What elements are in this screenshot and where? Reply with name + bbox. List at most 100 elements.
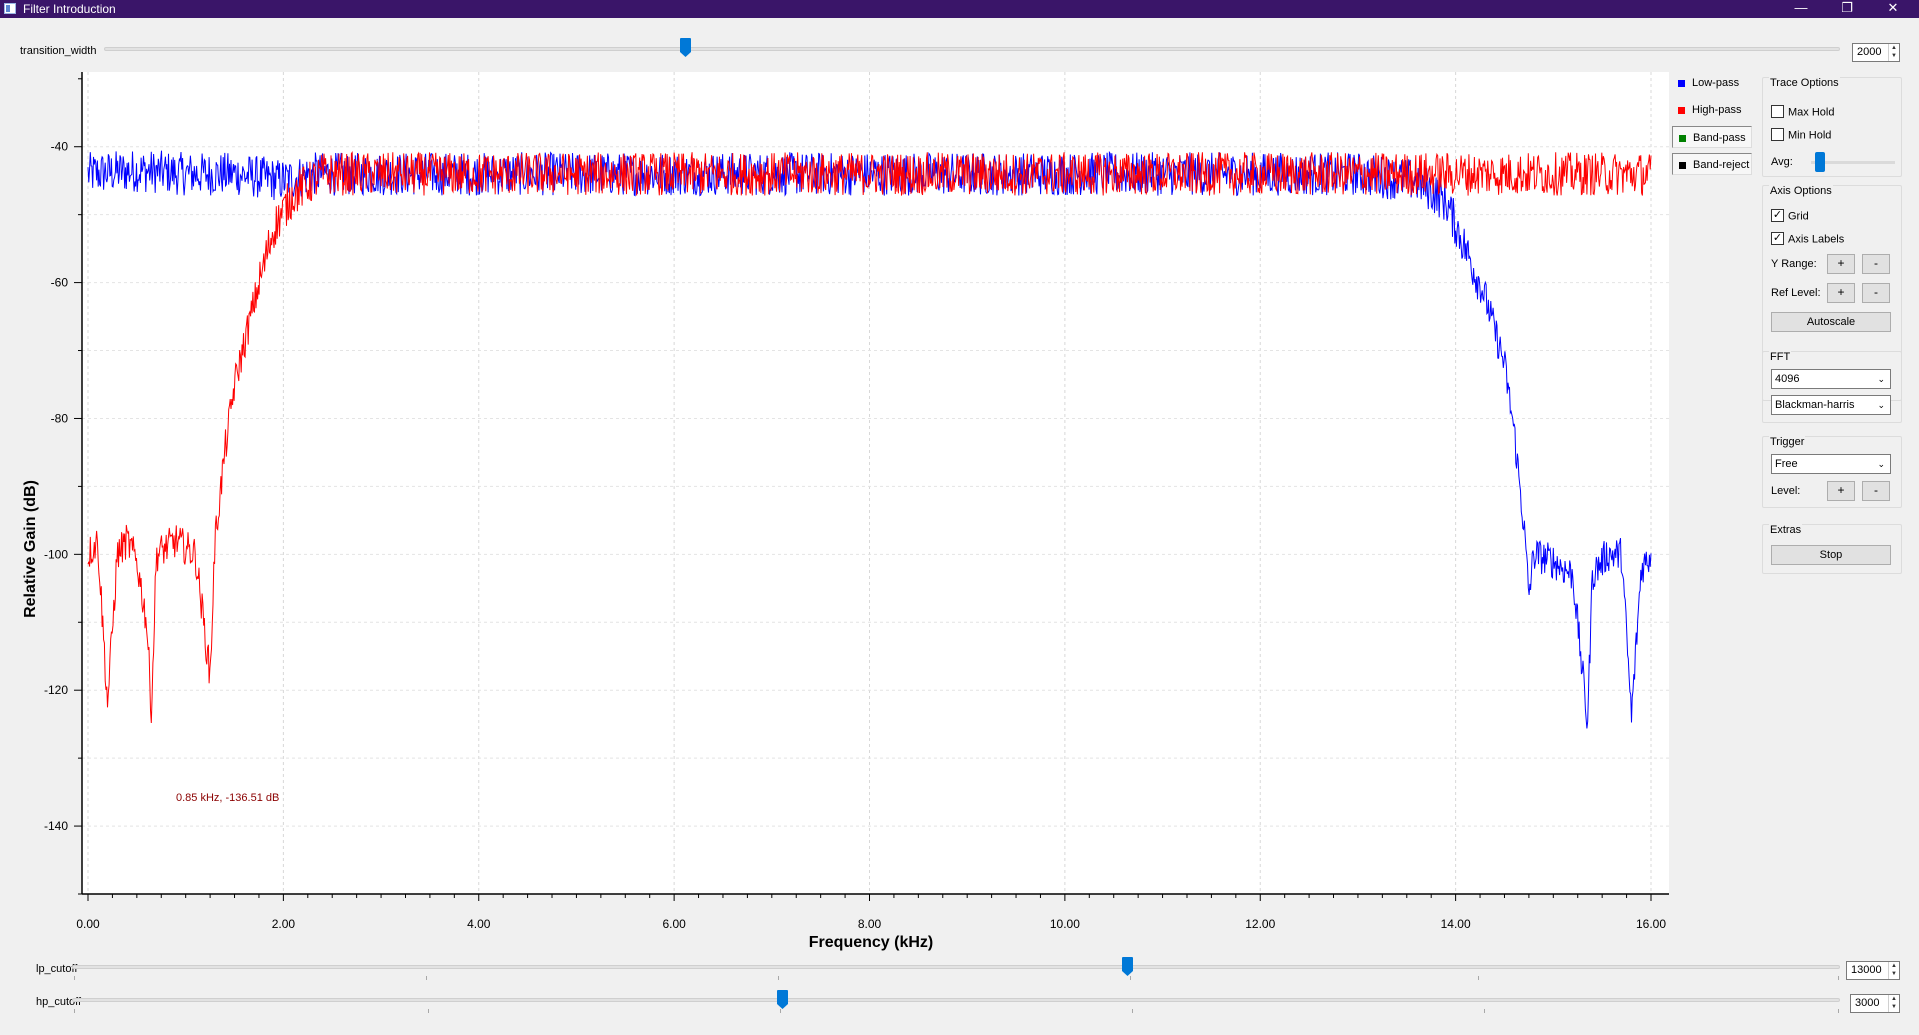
fft-title: FFT: [1769, 351, 1792, 363]
legend-label: Band-pass: [1693, 132, 1746, 144]
trigger-level-plus-button[interactable]: +: [1827, 481, 1855, 501]
trace-options-group: Trace Options Max Hold Min Hold Avg:: [1762, 77, 1902, 177]
min-hold-checkbox[interactable]: Min Hold: [1771, 128, 1832, 142]
fft-group: FFT 4096 ⌄ Blackman-harris ⌄: [1762, 351, 1902, 423]
chevron-down-icon: ⌄: [1877, 459, 1885, 469]
min-hold-label: Min Hold: [1788, 129, 1832, 142]
spin-arrows-icon[interactable]: ▲ ▼: [1888, 44, 1899, 61]
close-icon[interactable]: ✕: [1887, 0, 1899, 15]
transition-width-spinbox[interactable]: 2000 ▲ ▼: [1852, 43, 1900, 62]
spin-arrows-icon[interactable]: ▲ ▼: [1888, 995, 1899, 1012]
x-tick-label: 14.00: [1441, 917, 1471, 931]
transition-width-label: transition_width: [20, 45, 97, 57]
lp-cutoff-slider[interactable]: [72, 965, 1840, 969]
hp-cutoff-value: 3000: [1855, 997, 1880, 1009]
frequency-plot[interactable]: 0.00 2.00 4.00 6.00 8.00 10.00 12.00 14.00 16.00…: [0, 64, 1672, 964]
checkbox-box[interactable]: [1771, 128, 1784, 141]
slider-tick: [428, 1009, 429, 1013]
avg-label: Avg:: [1771, 156, 1793, 168]
plot-grid: [82, 72, 1669, 894]
transition-width-handle[interactable]: [680, 38, 691, 58]
checkbox-box[interactable]: [1771, 105, 1784, 118]
slider-tick: [780, 1009, 781, 1013]
hp-cutoff-handle[interactable]: [777, 990, 788, 1010]
grid-checkbox[interactable]: ✓ Grid: [1771, 209, 1809, 223]
fft-size-select[interactable]: 4096 ⌄: [1771, 369, 1891, 389]
plot-axes: 0.00 2.00 4.00 6.00 8.00 10.00 12.00 14.00 16.00…: [44, 72, 1669, 931]
lp-cutoff-handle[interactable]: [1122, 957, 1133, 977]
max-hold-checkbox[interactable]: Max Hold: [1771, 105, 1835, 119]
avg-slider[interactable]: [1811, 161, 1895, 164]
axis-options-title: Axis Options: [1769, 185, 1833, 197]
checkmark-icon[interactable]: ✓: [1771, 209, 1784, 222]
hp-cutoff-row: hp_cutoff 3000 ▲ ▼: [0, 990, 1919, 1015]
x-tick-label: 4.00: [467, 917, 491, 931]
legend-item-low-pass[interactable]: Low-pass: [1672, 72, 1752, 94]
trigger-level-label: Level:: [1771, 485, 1801, 497]
x-tick-label: 12.00: [1245, 917, 1275, 931]
slider-tick: [1130, 976, 1131, 980]
trigger-mode-select[interactable]: Free ⌄: [1771, 454, 1891, 474]
stop-button[interactable]: Stop: [1771, 545, 1891, 565]
avg-slider-handle[interactable]: [1815, 152, 1825, 172]
y-tick-label: -140: [44, 819, 68, 833]
app-icon: [4, 3, 16, 14]
checkmark-icon[interactable]: ✓: [1771, 232, 1784, 245]
slider-tick: [1838, 1009, 1839, 1013]
slider-tick: [74, 976, 75, 980]
legend-item-band-reject[interactable]: Band-reject: [1672, 153, 1752, 175]
ref-level-plus-button[interactable]: +: [1827, 283, 1855, 303]
restore-icon[interactable]: ❐: [1841, 0, 1853, 15]
transition-width-slider[interactable]: [104, 47, 1840, 51]
spin-arrows-icon[interactable]: ▲ ▼: [1888, 962, 1899, 979]
lp-cutoff-row: lp_cutoff 13000 ▲ ▼: [0, 957, 1919, 982]
x-tick-label: 0.00: [76, 917, 100, 931]
transition-width-row: transition_width 2000 ▲ ▼: [0, 38, 1919, 64]
low-pass-swatch: [1678, 80, 1685, 87]
axis-labels-checkbox[interactable]: ✓ Axis Labels: [1771, 232, 1844, 246]
band-reject-swatch: [1679, 162, 1686, 169]
x-axis-label: Frequency (kHz): [809, 934, 933, 951]
x-tick-label: 8.00: [858, 917, 882, 931]
lp-cutoff-value: 13000: [1851, 964, 1882, 976]
fft-size-value: 4096: [1775, 373, 1800, 385]
y-range-label: Y Range:: [1771, 258, 1817, 270]
lp-cutoff-label: lp_cutoff: [36, 963, 78, 975]
y-range-minus-button[interactable]: -: [1862, 254, 1890, 274]
max-hold-label: Max Hold: [1788, 106, 1835, 119]
fft-window-value: Blackman-harris: [1775, 399, 1855, 411]
transition-width-value: 2000: [1857, 46, 1882, 58]
hp-cutoff-spinbox[interactable]: 3000 ▲ ▼: [1850, 994, 1900, 1013]
hp-cutoff-slider[interactable]: [72, 998, 1840, 1002]
autoscale-button[interactable]: Autoscale: [1771, 312, 1891, 332]
hp-cutoff-label: hp_cutoff: [36, 996, 82, 1008]
title-bar: Filter Introduction — ❐ ✕: [0, 0, 1919, 18]
trigger-mode-value: Free: [1775, 458, 1798, 470]
ref-level-label: Ref Level:: [1771, 287, 1821, 299]
lp-cutoff-spinbox[interactable]: 13000 ▲ ▼: [1846, 961, 1900, 980]
y-tick-label: -60: [51, 276, 69, 290]
x-tick-label: 16.00: [1636, 917, 1666, 931]
y-axis-label: Relative Gain (dB): [22, 480, 39, 618]
extras-group: Extras Stop: [1762, 524, 1902, 574]
trigger-level-minus-button[interactable]: -: [1862, 481, 1890, 501]
axis-options-group: Axis Options ✓ Grid ✓ Axis Labels Y Range:…: [1762, 185, 1902, 401]
y-range-plus-button[interactable]: +: [1827, 254, 1855, 274]
band-pass-swatch: [1679, 135, 1686, 142]
minimize-icon[interactable]: —: [1794, 0, 1808, 15]
slider-tick: [1132, 1009, 1133, 1013]
fft-window-select[interactable]: Blackman-harris ⌄: [1771, 395, 1891, 415]
legend-item-high-pass[interactable]: High-pass: [1672, 99, 1752, 121]
marker-readout: 0.85 kHz, -136.51 dB: [176, 792, 279, 804]
legend-item-band-pass[interactable]: Band-pass: [1672, 126, 1752, 148]
legend: Low-pass High-pass Band-pass Band-reject: [1672, 72, 1752, 180]
y-tick-label: -120: [44, 683, 68, 697]
slider-tick: [1838, 976, 1839, 980]
ref-level-minus-button[interactable]: -: [1862, 283, 1890, 303]
plot-traces: [87, 150, 1652, 729]
trace-high-pass: [87, 151, 1652, 724]
chevron-down-icon: ⌄: [1877, 374, 1885, 384]
slider-tick: [426, 976, 427, 980]
slider-tick: [778, 976, 779, 980]
grid-label: Grid: [1788, 210, 1809, 223]
